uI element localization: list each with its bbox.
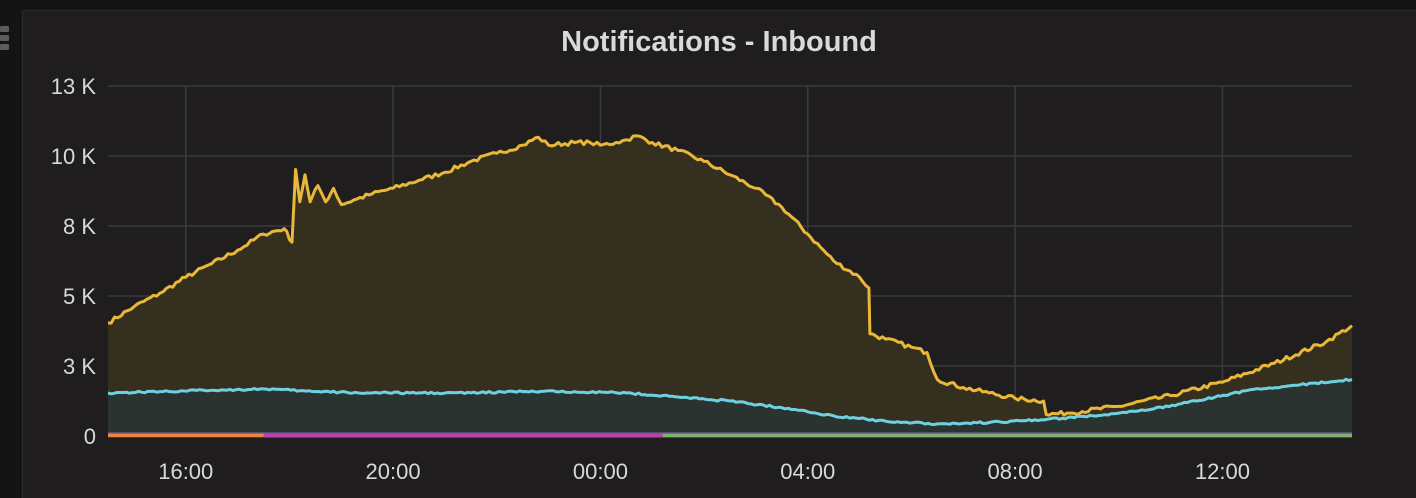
x-tick-label: 12:00 [1195, 459, 1250, 484]
y-tick-label: 3 K [63, 354, 96, 379]
x-axis: 16:00 20:00 00:00 04:00 08:00 12:00 [158, 459, 1250, 484]
x-tick-label: 00:00 [573, 459, 628, 484]
y-tick-label: 8 K [63, 214, 96, 239]
y-tick-label: 5 K [63, 284, 96, 309]
panel-drag-handle-icon[interactable] [0, 26, 9, 50]
y-tick-label: 0 [84, 424, 96, 449]
y-tick-label: 13 K [51, 74, 97, 99]
x-tick-label: 04:00 [780, 459, 835, 484]
series-area-0 [108, 135, 1352, 437]
x-tick-label: 16:00 [158, 459, 213, 484]
y-tick-label: 10 K [51, 144, 97, 169]
series-line-1 [107, 377, 1353, 426]
y-axis: 0 3 K 5 K 8 K 10 K 13 K [51, 74, 97, 449]
x-tick-label: 20:00 [366, 459, 421, 484]
panel-title[interactable]: Notifications - Inbound [561, 26, 877, 58]
series-line-0 [107, 134, 1353, 417]
series-layer [107, 134, 1353, 438]
x-tick-label: 08:00 [988, 459, 1043, 484]
